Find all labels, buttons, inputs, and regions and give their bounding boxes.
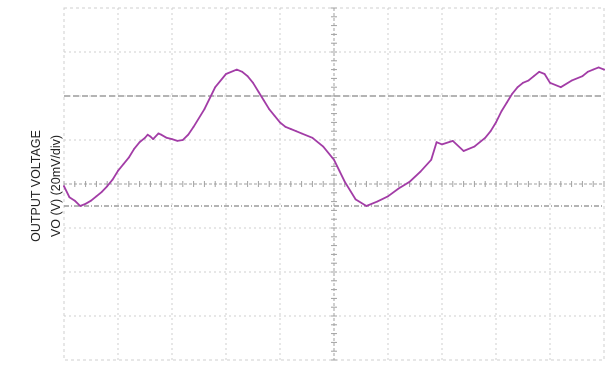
trace-point <box>225 73 227 75</box>
trace-point <box>160 133 163 136</box>
trace-point <box>376 200 379 203</box>
trace-point <box>127 156 130 159</box>
trace-point <box>257 90 260 93</box>
trace-point <box>241 70 244 73</box>
trace-point <box>441 143 443 146</box>
trace-point <box>597 66 600 69</box>
trace-point <box>73 199 76 202</box>
trace-point <box>176 140 179 142</box>
trace-point <box>495 121 497 124</box>
trace-point <box>152 138 155 141</box>
trace-point <box>592 68 595 71</box>
trace-point <box>451 140 454 142</box>
trace-point <box>149 135 152 138</box>
trace-point <box>284 125 287 128</box>
trace-point <box>79 205 82 207</box>
trace-point <box>181 139 184 141</box>
trace-point <box>354 198 357 201</box>
trace-point <box>111 178 114 181</box>
trace-point <box>68 196 71 199</box>
y-axis-label: OUTPUT VOLTAGE VO (V) (20mV/div) <box>29 130 63 242</box>
trace-point <box>408 180 411 183</box>
y-axis-label-line-2: VO (V) (20mV/div) <box>49 135 63 237</box>
trace-point <box>203 108 206 111</box>
trace-point <box>311 136 314 139</box>
trace-point <box>262 99 265 102</box>
trace-point <box>570 79 573 82</box>
trace-point <box>171 138 173 141</box>
trace-point <box>343 180 346 183</box>
trace-point <box>532 75 535 78</box>
trace-point <box>192 125 195 128</box>
trace-point <box>462 150 465 152</box>
trace-point <box>365 205 368 207</box>
trace-point <box>138 141 141 144</box>
trace-point <box>146 133 149 136</box>
trace-point <box>187 133 190 136</box>
trace-point <box>473 145 476 148</box>
trace-point <box>246 75 249 78</box>
trace-point <box>322 145 325 148</box>
trace-point <box>90 199 92 202</box>
trace-point <box>214 86 217 89</box>
trace-point <box>559 86 562 89</box>
trace-point <box>435 141 438 144</box>
trace-point <box>543 73 546 75</box>
trace-point <box>84 202 87 205</box>
trace-point <box>581 75 584 78</box>
cursor-markers <box>64 95 604 207</box>
y-axis-label-line-1: OUTPUT VOLTAGE <box>29 130 43 242</box>
trace-point <box>419 170 422 173</box>
trace-point <box>268 108 271 111</box>
trace-point <box>95 195 98 198</box>
trace-point <box>252 81 254 84</box>
trace-point <box>397 187 400 190</box>
trace-point <box>273 114 276 117</box>
trace-point <box>100 191 103 193</box>
trace-point <box>235 68 238 71</box>
trace-point <box>165 136 168 139</box>
trace-point <box>157 132 160 135</box>
trace-point <box>122 163 125 166</box>
trace-point <box>144 136 146 139</box>
trace-point <box>295 130 298 133</box>
trace-point <box>289 128 292 130</box>
trace-point <box>527 79 530 82</box>
trace-point <box>500 110 503 113</box>
trace-point <box>603 68 605 71</box>
trace-point <box>300 132 303 135</box>
trace-point <box>522 81 524 84</box>
trace-point <box>505 101 508 104</box>
trace-point <box>430 158 433 161</box>
trace-point <box>387 195 389 198</box>
trace-point <box>484 136 487 139</box>
trace-point <box>117 169 119 172</box>
trace-point <box>538 70 541 73</box>
trace-point <box>133 147 136 150</box>
trace-point <box>516 86 519 89</box>
trace-point <box>63 185 65 188</box>
trace-point <box>106 185 109 188</box>
trace-point <box>549 81 551 84</box>
trace-point <box>338 169 341 172</box>
trace-point <box>511 92 514 95</box>
trace-point <box>279 121 281 124</box>
trace-layer <box>63 66 605 207</box>
trace-point <box>333 158 335 161</box>
trace-point <box>489 130 492 133</box>
trace-point <box>586 70 589 73</box>
